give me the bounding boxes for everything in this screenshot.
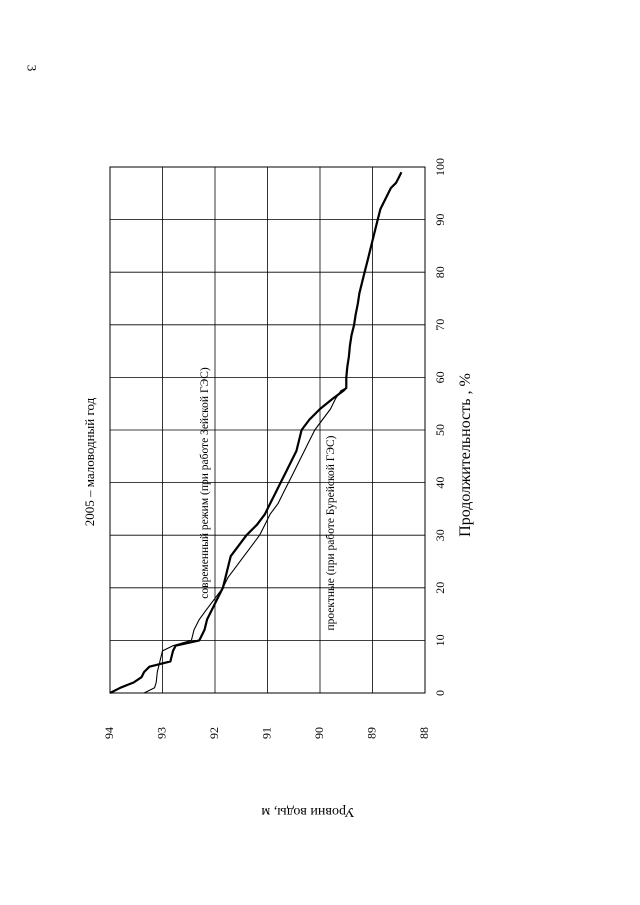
x-tick-label: 80 xyxy=(433,266,447,278)
y-tick-label: 94 xyxy=(102,727,116,739)
x-tick-label: 30 xyxy=(433,529,447,541)
x-tick-label: 50 xyxy=(433,424,447,436)
series-label-design: проектные (при работе Бурейской ГЭС) xyxy=(325,435,337,630)
y-axis-label: Уровни воды, м xyxy=(261,804,354,819)
y-tick-label: 90 xyxy=(312,727,326,739)
x-tick-label: 70 xyxy=(433,319,447,331)
x-axis-label: Продолжительность , % xyxy=(457,373,474,537)
x-tick-label: 10 xyxy=(433,634,447,646)
series-label-current-regime: современный режим (при работе Зейской ГЭ… xyxy=(199,367,211,599)
y-tick-label: 92 xyxy=(207,727,221,739)
x-tick-label: 20 xyxy=(433,582,447,594)
y-tick-label: 89 xyxy=(364,727,378,739)
x-tick-label: 100 xyxy=(433,158,447,176)
series-line-current-regime xyxy=(109,171,403,694)
x-tick-label: 90 xyxy=(433,214,447,226)
y-tick-label: 88 xyxy=(417,727,431,739)
x-tick-label: 40 xyxy=(433,477,447,489)
x-tick-label: 0 xyxy=(433,690,447,696)
chart-title: 2005 – маловодный год xyxy=(82,397,97,526)
plot-area: 0 10 20 30 40 50 60 70 80 90 100 88 89 90 91 92 93 94 xyxy=(102,158,447,739)
x-tick-label: 60 xyxy=(433,371,447,383)
y-tick-label: 91 xyxy=(259,727,273,739)
y-tick-label: 93 xyxy=(154,727,168,739)
series-line-design xyxy=(143,387,347,694)
